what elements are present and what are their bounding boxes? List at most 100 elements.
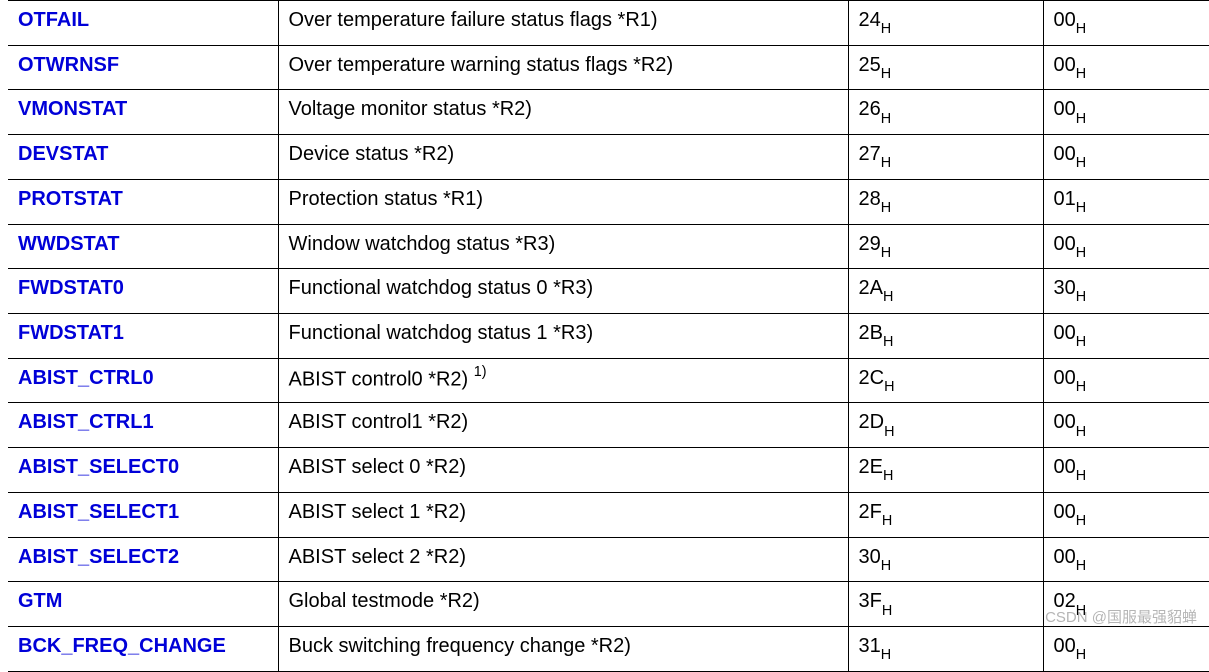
register-reset-cell: 01H <box>1043 179 1209 224</box>
hex-subscript: H <box>1076 21 1086 37</box>
hex-subscript: H <box>881 245 891 261</box>
register-desc-cell: Window watchdog status *R3) <box>278 224 848 269</box>
register-desc-text: ABIST select 1 *R2) <box>289 501 466 523</box>
register-reset-value: 00 <box>1054 54 1076 76</box>
register-link[interactable]: ABIST_CTRL0 <box>18 367 154 389</box>
footnote-ref: 1) <box>474 364 487 380</box>
register-link[interactable]: PROTSTAT <box>18 188 123 210</box>
register-reset-value: 00 <box>1054 9 1076 31</box>
register-reset-cell: 00H <box>1043 448 1209 493</box>
register-desc-text: ABIST control0 *R2) <box>289 368 469 390</box>
register-reset-cell: 00H <box>1043 314 1209 359</box>
register-link[interactable]: BCK_FREQ_CHANGE <box>18 635 226 657</box>
register-addr-cell: 2AH <box>848 269 1043 314</box>
register-addr-cell: 25H <box>848 45 1043 90</box>
hex-subscript: H <box>1076 558 1086 574</box>
register-link[interactable]: FWDSTAT1 <box>18 322 124 344</box>
register-link[interactable]: ABIST_CTRL1 <box>18 411 154 433</box>
table-row: ABIST_SELECT1ABIST select 1 *R2)2FH00H <box>8 492 1209 537</box>
register-reset-cell: 30H <box>1043 269 1209 314</box>
register-reset-value: 00 <box>1054 635 1076 657</box>
register-addr-cell: 3FH <box>848 582 1043 627</box>
hex-subscript: H <box>884 379 894 395</box>
register-link[interactable]: OTFAIL <box>18 9 89 31</box>
register-table: OTFAILOver temperature failure status fl… <box>8 0 1209 672</box>
hex-subscript: H <box>1076 245 1086 261</box>
hex-subscript: H <box>881 66 891 82</box>
hex-subscript: H <box>1076 155 1086 171</box>
register-addr-value: 27 <box>859 143 881 165</box>
register-reset-value: 00 <box>1054 322 1076 344</box>
register-reset-cell: 00H <box>1043 1 1209 46</box>
register-name-cell: OTWRNSF <box>8 45 278 90</box>
hex-subscript: H <box>883 468 893 484</box>
register-name-cell: ABIST_SELECT2 <box>8 537 278 582</box>
hex-subscript: H <box>881 111 891 127</box>
register-desc-text: Over temperature warning status flags *R… <box>289 54 674 76</box>
register-desc-cell: Global testmode *R2) <box>278 582 848 627</box>
hex-subscript: H <box>881 647 891 663</box>
register-reset-cell: 02H <box>1043 582 1209 627</box>
hex-subscript: H <box>881 558 891 574</box>
register-desc-text: Window watchdog status *R3) <box>289 233 556 255</box>
register-link[interactable]: OTWRNSF <box>18 54 119 76</box>
register-reset-value: 00 <box>1054 546 1076 568</box>
register-link[interactable]: WWDSTAT <box>18 233 119 255</box>
table-row: FWDSTAT0Functional watchdog status 0 *R3… <box>8 269 1209 314</box>
register-link[interactable]: ABIST_SELECT1 <box>18 501 179 523</box>
register-reset-cell: 00H <box>1043 45 1209 90</box>
register-reset-value: 01 <box>1054 188 1076 210</box>
register-link[interactable]: DEVSTAT <box>18 143 108 165</box>
hex-subscript: H <box>1076 200 1086 216</box>
register-desc-cell: ABIST select 2 *R2) <box>278 537 848 582</box>
register-reset-cell: 00H <box>1043 492 1209 537</box>
register-desc-text: ABIST control1 *R2) <box>289 411 469 433</box>
register-addr-cell: 26H <box>848 90 1043 135</box>
hex-subscript: H <box>883 334 893 350</box>
register-addr-value: 2F <box>859 501 882 523</box>
register-name-cell: ABIST_SELECT0 <box>8 448 278 493</box>
table-row: OTFAILOver temperature failure status fl… <box>8 1 1209 46</box>
register-desc-text: Functional watchdog status 1 *R3) <box>289 322 594 344</box>
hex-subscript: H <box>1076 603 1086 619</box>
register-addr-cell: 27H <box>848 135 1043 180</box>
register-addr-cell: 24H <box>848 1 1043 46</box>
register-name-cell: PROTSTAT <box>8 179 278 224</box>
register-addr-cell: 31H <box>848 627 1043 672</box>
register-addr-value: 2A <box>859 277 883 299</box>
register-desc-cell: ABIST select 0 *R2) <box>278 448 848 493</box>
register-name-cell: VMONSTAT <box>8 90 278 135</box>
register-name-cell: ABIST_CTRL0 <box>8 358 278 403</box>
register-desc-cell: Buck switching frequency change *R2) <box>278 627 848 672</box>
register-addr-cell: 29H <box>848 224 1043 269</box>
register-link[interactable]: ABIST_SELECT2 <box>18 546 179 568</box>
register-link[interactable]: FWDSTAT0 <box>18 277 124 299</box>
register-reset-cell: 00H <box>1043 627 1209 672</box>
register-addr-value: 3F <box>859 590 882 612</box>
register-desc-cell: ABIST control0 *R2) 1) <box>278 358 848 403</box>
register-reset-cell: 00H <box>1043 135 1209 180</box>
hex-subscript: H <box>881 155 891 171</box>
hex-subscript: H <box>1076 424 1086 440</box>
register-name-cell: FWDSTAT1 <box>8 314 278 359</box>
table-row: PROTSTATProtection status *R1)28H01H <box>8 179 1209 224</box>
register-reset-value: 30 <box>1054 277 1076 299</box>
register-name-cell: DEVSTAT <box>8 135 278 180</box>
hex-subscript: H <box>882 603 892 619</box>
register-addr-value: 30 <box>859 546 881 568</box>
register-addr-value: 2D <box>859 411 885 433</box>
register-link[interactable]: ABIST_SELECT0 <box>18 456 179 478</box>
register-desc-text: Protection status *R1) <box>289 188 484 210</box>
register-name-cell: FWDSTAT0 <box>8 269 278 314</box>
register-reset-value: 00 <box>1054 501 1076 523</box>
register-link[interactable]: VMONSTAT <box>18 98 127 120</box>
register-name-cell: ABIST_SELECT1 <box>8 492 278 537</box>
register-reset-value: 02 <box>1054 590 1076 612</box>
register-link[interactable]: GTM <box>18 590 62 612</box>
register-addr-cell: 30H <box>848 537 1043 582</box>
register-reset-value: 00 <box>1054 367 1076 389</box>
hex-subscript: H <box>1076 111 1086 127</box>
register-addr-cell: 2BH <box>848 314 1043 359</box>
hex-subscript: H <box>883 289 893 305</box>
table-row: FWDSTAT1 Functional watchdog status 1 *R3… <box>8 314 1209 359</box>
